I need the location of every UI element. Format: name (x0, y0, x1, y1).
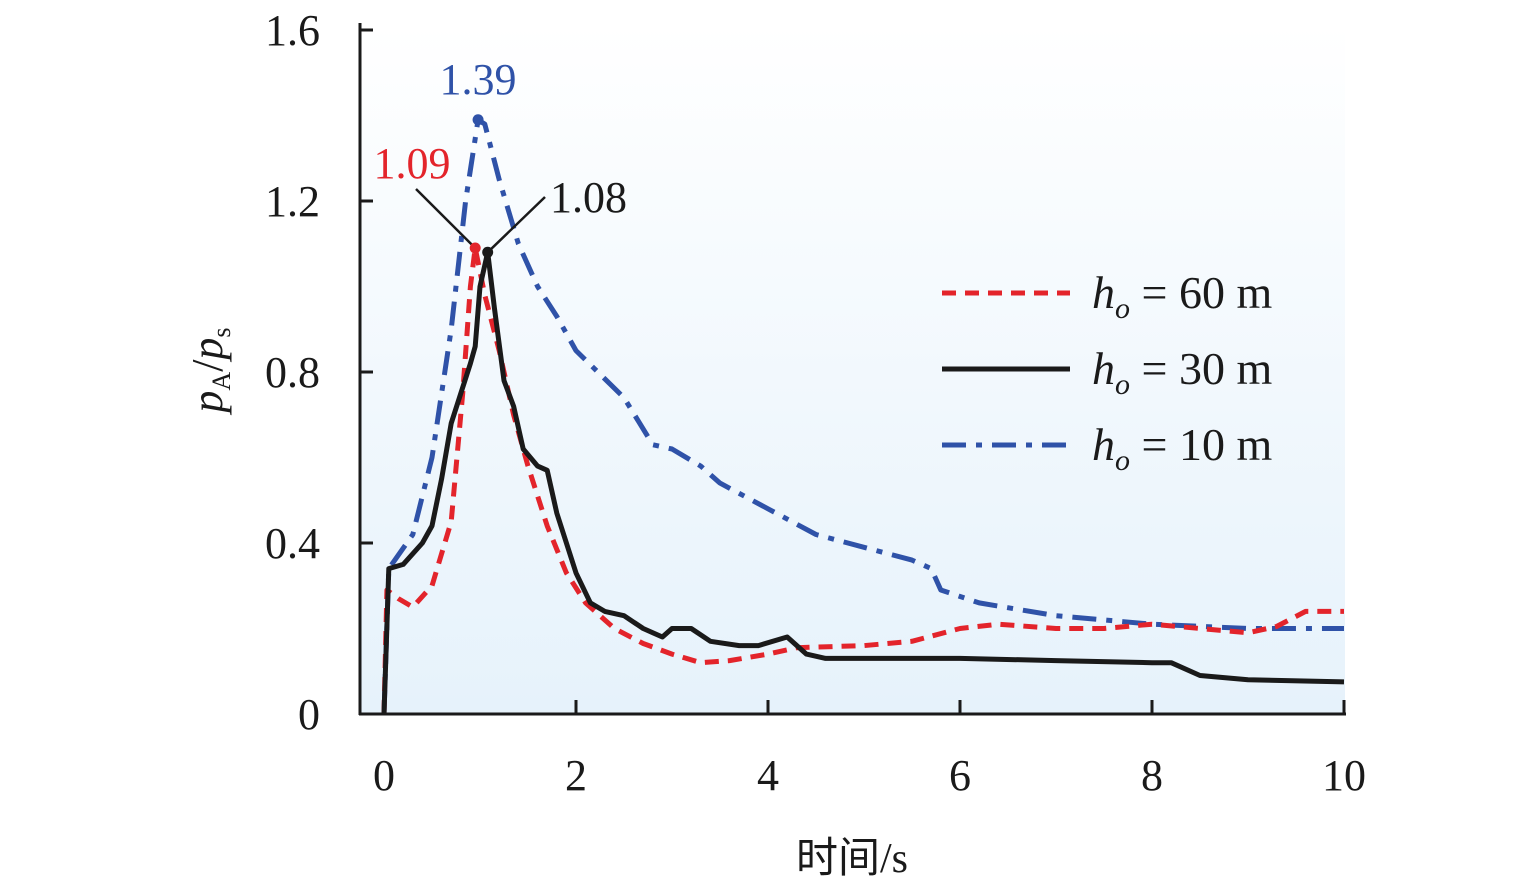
x-tick-label: 6 (949, 751, 971, 800)
x-tick-label: 10 (1322, 751, 1366, 800)
x-tick-label: 4 (757, 751, 779, 800)
y-tick-label: 0.4 (265, 519, 320, 568)
peak-leader-line (486, 196, 546, 254)
x-tick-label: 8 (1141, 751, 1163, 800)
series-line-1 (381, 249, 1345, 715)
legend-label: ho = 60 m (1092, 267, 1272, 325)
y-axis-label: pA/ps (183, 327, 236, 415)
series-layer (381, 117, 1345, 715)
axes: 0 2 4 6 8 10 0 0.4 0.8 1.2 1.6 (265, 6, 1366, 800)
y-tick-label: 0.8 (265, 348, 320, 397)
y-tick-label: 1.2 (265, 177, 320, 226)
y-tick-label: 1.6 (265, 6, 320, 55)
peak-label: 1.08 (550, 173, 627, 222)
x-axis-label: 时间/s (796, 836, 908, 882)
peak-label: 1.39 (440, 55, 517, 104)
peak-leader-line (415, 188, 477, 249)
x-tick-label: 0 (373, 751, 395, 800)
x-tick-label: 2 (565, 751, 587, 800)
peak-marker (482, 246, 494, 258)
y-tick-label: 0 (298, 690, 320, 739)
legend-label: ho = 30 m (1092, 343, 1272, 401)
legend: ho = 60 m ho = 30 m ho = 10 m (942, 267, 1272, 477)
plot-background (360, 25, 1345, 714)
legend-label: ho = 10 m (1092, 419, 1272, 477)
peak-label: 1.09 (374, 139, 451, 188)
annotation-layer: 1.09 1.08 1.39 (374, 55, 627, 258)
peak-marker (469, 242, 481, 254)
series-line-0 (381, 245, 1344, 715)
peak-marker (472, 114, 484, 126)
